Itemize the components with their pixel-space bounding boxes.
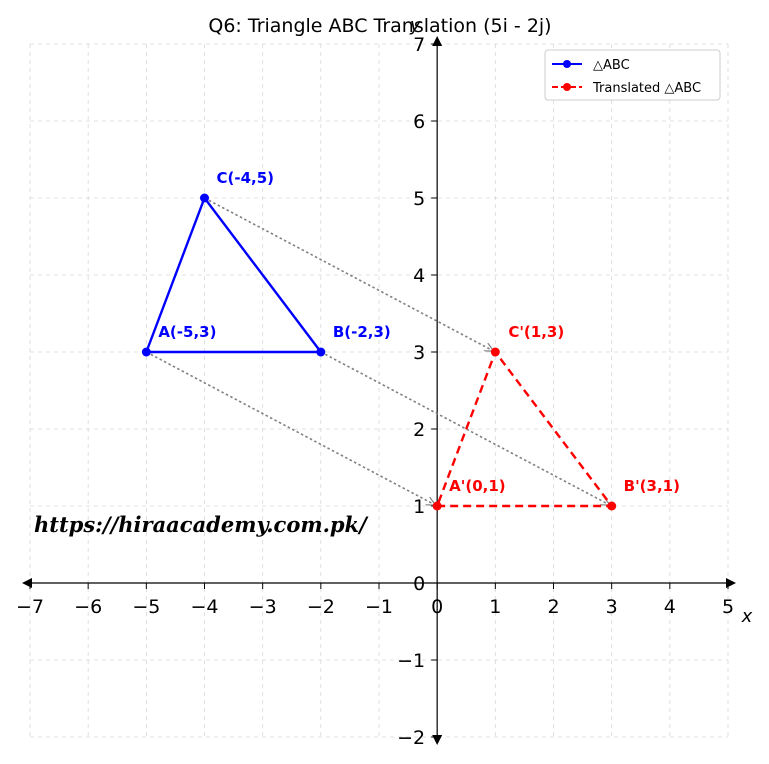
y-tick-label: 5	[413, 188, 425, 210]
x-tick-label: −5	[132, 596, 160, 618]
translated-vertex-label: C'(1,3)	[508, 323, 564, 341]
x-tick-label: 3	[606, 596, 618, 618]
translation-arrow	[204, 197, 493, 351]
legend-swatch-marker	[563, 60, 571, 68]
y-tick-label: 2	[413, 419, 425, 441]
triangle-abc-line	[145, 196, 323, 354]
y-tick-label: 6	[413, 111, 425, 133]
grid-lines	[29, 43, 729, 738]
y-tick-label: 0	[413, 573, 425, 595]
translation-arrows	[145, 197, 609, 505]
vertex-label: A(-5,3)	[158, 323, 216, 341]
y-tick-label: 1	[413, 496, 425, 518]
axes: −7 −6 −5 −4 −3 −2 −1 0 1 2 3 4 5 −2 −1 0 1 2 3 4 5 6 7 x y	[16, 15, 753, 749]
legend-label: Translated △ABC	[592, 81, 701, 96]
legend-swatch-marker	[563, 83, 571, 91]
x-tick-label: −3	[249, 596, 277, 618]
legend: △ABC Translated △ABC	[544, 49, 721, 101]
y-tick-label: −2	[397, 727, 425, 749]
translation-arrow	[320, 351, 609, 505]
vertex-marker	[200, 193, 209, 203]
x-tick-label: 2	[547, 596, 559, 618]
watermark-url: https://hiraacademy.com.pk/	[34, 512, 369, 537]
vertex-marker	[141, 347, 151, 357]
y-tick-label: 7	[413, 34, 425, 56]
vertex-label: C(-4,5)	[217, 169, 275, 187]
translated-vertex-marker	[490, 347, 500, 357]
x-tick-label: 5	[722, 596, 734, 618]
x-tick-label: −4	[190, 596, 218, 618]
vertex-label: B(-2,3)	[333, 323, 391, 341]
point-labels: A(-5,3) B(-2,3) C(-4,5) A'(0,1) B'(3,1) C'(1,…	[158, 169, 680, 495]
x-tick-label: 0	[431, 596, 443, 618]
y-tick-label: −1	[397, 650, 425, 672]
x-axis-label: x	[741, 606, 753, 627]
y-tick-label: 3	[413, 342, 425, 364]
translated-vertex-label: B'(3,1)	[624, 477, 680, 495]
y-tick-label: 4	[413, 265, 425, 287]
translated-vertex-label: A'(0,1)	[449, 477, 505, 495]
y-axis-label: y	[409, 15, 421, 36]
x-tick-label: −7	[16, 596, 44, 618]
translated-triangle-line	[436, 350, 613, 508]
vertex-marker	[316, 347, 326, 357]
translated-vertex-marker	[432, 501, 442, 511]
legend-box	[544, 49, 721, 101]
series	[141, 193, 617, 511]
x-tick-label: 4	[664, 596, 676, 618]
translated-vertex-marker	[607, 501, 617, 511]
x-tick-label: 1	[489, 596, 501, 618]
translation-arrow	[145, 351, 434, 505]
x-tick-label: −6	[74, 596, 102, 618]
chart-title: Q6: Triangle ABC Translation (5i - 2j)	[208, 15, 551, 37]
legend-label: △ABC	[593, 58, 630, 73]
x-tick-label: −1	[365, 596, 393, 618]
x-tick-label: −2	[307, 596, 335, 618]
